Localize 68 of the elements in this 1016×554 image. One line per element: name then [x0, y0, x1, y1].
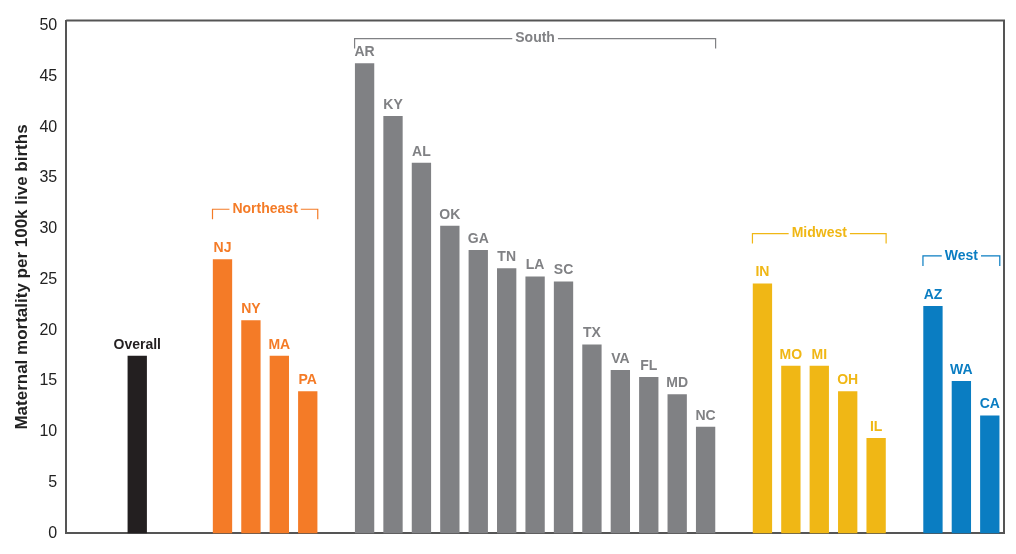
bar	[241, 320, 261, 534]
bar	[951, 381, 972, 534]
y-tick-label: 15	[39, 371, 58, 389]
x-tick-label: FL	[640, 356, 658, 373]
bar	[212, 259, 233, 534]
bar	[752, 283, 773, 534]
bar	[269, 355, 289, 534]
bar	[383, 116, 403, 534]
bar	[781, 365, 801, 534]
y-tick-label: 40	[39, 117, 58, 135]
x-tick-label: NY	[241, 300, 262, 317]
bar	[639, 377, 659, 534]
x-tick-label: WA	[950, 360, 973, 377]
annotation: Midwest	[791, 224, 848, 241]
bar	[127, 355, 147, 534]
x-tick-label: SC	[553, 261, 574, 278]
y-tick-label: 50	[39, 16, 58, 34]
x-tick-label: NJ	[213, 239, 232, 256]
bar	[525, 276, 545, 534]
annotation: West	[944, 246, 979, 263]
x-tick-label: CA	[979, 395, 1000, 412]
bar	[497, 268, 517, 534]
y-tick-label: 5	[48, 473, 58, 491]
y-tick-label: 20	[39, 320, 58, 338]
bar	[667, 394, 687, 534]
x-tick-label: OH	[837, 371, 859, 388]
y-tick-label: 25	[39, 269, 58, 287]
x-tick-label: TX	[582, 324, 602, 341]
bar	[298, 391, 318, 534]
x-tick-label: AL	[412, 142, 432, 159]
x-tick-label: NC	[695, 406, 716, 423]
x-tick-label: VA	[611, 349, 630, 366]
bar	[468, 250, 488, 534]
y-tick-label: 35	[39, 168, 58, 186]
annotation: Northeast	[232, 200, 299, 217]
x-tick-label: PA	[298, 371, 317, 388]
y-axis-title: Maternal mortality per 100k live births	[11, 124, 31, 430]
bar	[838, 391, 858, 534]
x-tick-label: MI	[811, 345, 828, 362]
x-tick-label: IL	[869, 417, 883, 434]
bar	[866, 437, 886, 534]
bar	[411, 162, 432, 534]
bar	[440, 225, 460, 534]
x-tick-label: OK	[439, 205, 461, 222]
bar	[809, 365, 829, 534]
x-tick-label: Overall	[113, 335, 161, 352]
x-tick-label: AR	[354, 43, 375, 60]
y-tick-label: 45	[39, 66, 58, 84]
bar	[553, 281, 574, 534]
x-tick-label: MA	[268, 335, 291, 352]
y-tick-label: 0	[48, 523, 58, 541]
x-tick-label: MD	[666, 374, 689, 391]
annotation: South	[515, 29, 555, 46]
x-tick-label: MO	[779, 345, 803, 362]
bar	[610, 369, 631, 534]
x-tick-label: IN	[755, 263, 770, 280]
bar	[354, 63, 375, 534]
x-tick-label: KY	[383, 95, 404, 112]
y-tick-label: 30	[39, 219, 58, 237]
x-tick-label: AZ	[923, 285, 943, 302]
x-tick-label: GA	[467, 229, 489, 246]
bar	[582, 344, 602, 534]
bar	[980, 415, 1000, 534]
x-tick-label: LA	[525, 256, 545, 273]
bar	[695, 426, 716, 534]
bar	[923, 305, 943, 534]
y-tick-label: 10	[39, 422, 58, 440]
x-tick-label: TN	[497, 248, 517, 265]
